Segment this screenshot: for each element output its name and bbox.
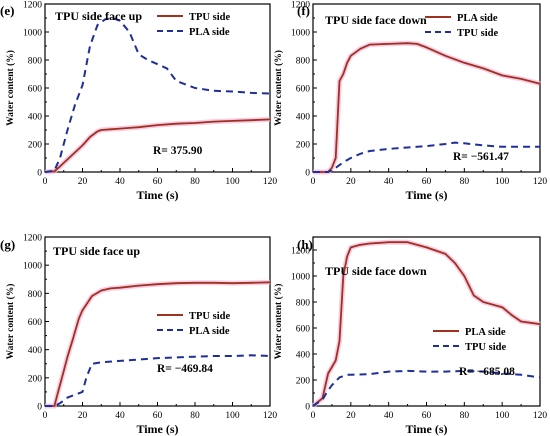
chart-panel: 0 20 40 60 80 100 120020040060080010001200Time… [273,236,548,436]
chart-panel: 0 20 40 60 80 100 120020040060080010001200Time… [0,1,277,203]
y-axis-title: Water content (%) [5,284,16,360]
r-annotation: R= −561.47 [453,151,509,163]
x-tick-label: 20 [346,177,356,187]
chart-panel: 0 20 40 60 80 100 120020040060080010001200Time… [0,234,277,436]
x-tick-label: 20 [346,411,356,421]
x-tick-label: 60 [153,411,163,421]
y-tick-label: 1200 [291,1,310,11]
y-tick-label: 1200 [23,234,42,244]
x-tick-label: 20 [78,411,88,421]
chart-title: TPU side face down [325,264,427,278]
x-tick-label: 100 [495,177,510,187]
series-line-pla-side [312,241,541,407]
x-tick-label: 120 [533,411,548,421]
y-tick-label: 1200 [291,247,310,257]
y-tick-label: 0 [305,403,310,413]
x-tick-label: 40 [384,177,394,187]
x-tick-label: 80 [460,411,470,421]
y-tick-label: 1000 [23,29,42,39]
y-tick-label: 0 [37,169,42,179]
chart-title: TPU side face down [325,13,427,27]
series-line-tpu-side [312,369,541,407]
chart-title: TPU side face up [53,244,140,258]
y-tick-label: 400 [28,346,43,356]
x-axis-title: Time (s) [136,188,178,202]
y-tick-label: 0 [305,169,310,179]
x-tick-label: 80 [190,411,200,421]
series-line-pla-side [313,42,541,173]
x-tick-label: 80 [190,177,200,187]
x-tick-label: 120 [533,177,548,187]
legend-label: TPU side [457,28,498,39]
y-tick-label: 800 [28,57,43,67]
y-tick-label: 800 [28,290,43,300]
y-axis-title: Water content (%) [273,284,284,360]
y-tick-label: 600 [296,85,311,95]
x-tick-label: 40 [115,177,125,187]
y-tick-label: 600 [28,318,43,328]
series-line-pla-side [44,17,271,173]
y-tick-label: 600 [296,325,311,335]
series-line-tpu-side [313,141,540,173]
x-tick-label: 100 [225,411,240,421]
y-tick-label: 200 [28,374,43,384]
panel-label: (e) [0,3,14,18]
x-tick-label: 40 [384,411,394,421]
series-line-tpu-side [44,118,271,173]
series-line-tpu-side [45,281,271,407]
x-tick-label: 60 [153,177,163,187]
legend-label: TPU side [189,12,230,23]
x-axis-title: Time (s) [405,422,447,436]
y-tick-label: 400 [28,113,43,123]
y-tick-label: 0 [37,403,42,413]
y-axis-title: Water content (%) [5,50,16,126]
y-tick-label: 400 [296,113,311,123]
r-annotation: R= 375.90 [153,145,203,157]
y-tick-label: 200 [296,141,311,151]
y-tick-label: 1000 [291,29,310,39]
r-annotation: R= −685.08 [459,366,515,378]
y-tick-label: 800 [296,299,311,309]
series-line-pla-side [45,354,271,407]
y-tick-label: 800 [296,57,311,67]
x-tick-label: 20 [78,177,88,187]
legend-label: PLA side [465,327,506,338]
legend-label: TPU side [189,311,230,322]
series-shadow [45,279,271,409]
x-axis-title: Time (s) [405,188,447,202]
panel-label: (g) [0,237,15,252]
x-axis-title: Time (s) [136,422,178,436]
x-tick-label: 60 [422,177,432,187]
y-tick-label: 1000 [291,273,310,283]
x-tick-label: 100 [225,177,240,187]
legend-label: PLA side [189,326,230,337]
legend-label: PLA side [189,27,230,38]
legend-label: PLA side [457,13,498,24]
panel-label: (f) [297,3,310,18]
panel-label: (h) [297,237,313,252]
y-tick-label: 1200 [23,1,42,11]
x-tick-label: 0 [43,177,48,187]
r-annotation: R= −469.84 [157,363,213,375]
x-tick-label: 120 [263,411,278,421]
legend-label: TPU side [465,342,506,353]
chart-panel: 0 20 40 60 80 100 120020040060080010001200Time… [273,1,547,203]
y-tick-label: 400 [296,351,311,361]
y-tick-label: 200 [296,377,311,387]
x-tick-label: 0 [311,177,316,187]
y-tick-label: 1000 [23,262,42,272]
x-tick-label: 120 [263,177,278,187]
y-axis-title: Water content (%) [273,50,284,126]
x-tick-label: 80 [460,177,470,187]
y-tick-label: 200 [28,141,43,151]
x-tick-label: 0 [43,411,48,421]
x-tick-label: 60 [422,411,432,421]
y-tick-label: 600 [28,85,43,95]
x-tick-label: 40 [115,411,125,421]
x-tick-label: 100 [495,411,510,421]
chart-title: TPU side face up [55,9,142,23]
x-tick-label: 0 [311,411,316,421]
